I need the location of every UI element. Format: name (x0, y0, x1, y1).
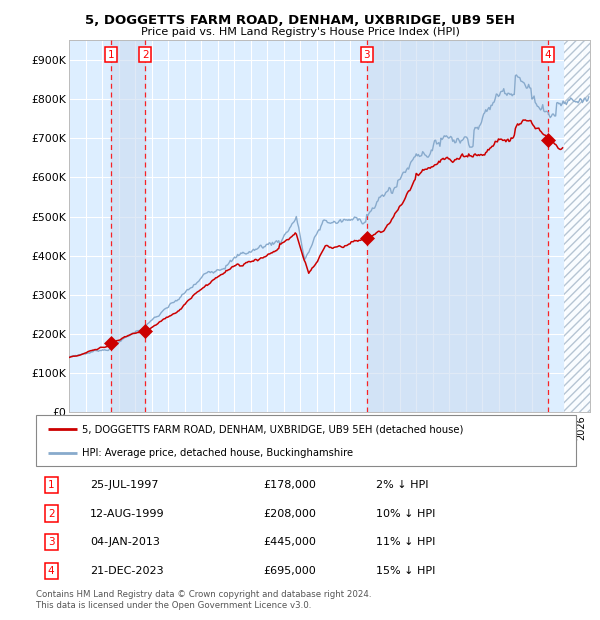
Text: 3: 3 (364, 50, 370, 60)
Text: 5, DOGGETTS FARM ROAD, DENHAM, UXBRIDGE, UB9 5EH (detached house): 5, DOGGETTS FARM ROAD, DENHAM, UXBRIDGE,… (82, 424, 463, 434)
Text: 2: 2 (142, 50, 149, 60)
Text: Price paid vs. HM Land Registry's House Price Index (HPI): Price paid vs. HM Land Registry's House … (140, 27, 460, 37)
Text: 4: 4 (545, 50, 551, 60)
Text: 25-JUL-1997: 25-JUL-1997 (90, 480, 158, 490)
Text: 10% ↓ HPI: 10% ↓ HPI (376, 508, 436, 518)
Text: £445,000: £445,000 (263, 537, 316, 547)
Text: 21-DEC-2023: 21-DEC-2023 (90, 565, 164, 576)
Text: £695,000: £695,000 (263, 565, 316, 576)
Bar (367, 40, 548, 412)
Text: 1: 1 (48, 480, 55, 490)
Text: 15% ↓ HPI: 15% ↓ HPI (376, 565, 436, 576)
Text: £178,000: £178,000 (263, 480, 316, 490)
FancyBboxPatch shape (36, 415, 576, 466)
Bar (112, 40, 145, 412)
Text: 11% ↓ HPI: 11% ↓ HPI (376, 537, 436, 547)
Bar (563, 40, 590, 412)
Text: Contains HM Land Registry data © Crown copyright and database right 2024.
This d: Contains HM Land Registry data © Crown c… (36, 590, 371, 609)
Text: 1: 1 (108, 50, 115, 60)
Text: 12-AUG-1999: 12-AUG-1999 (90, 508, 164, 518)
Text: £208,000: £208,000 (263, 508, 316, 518)
Text: 4: 4 (48, 565, 55, 576)
Text: 2% ↓ HPI: 2% ↓ HPI (376, 480, 428, 490)
Text: 2: 2 (48, 508, 55, 518)
Text: HPI: Average price, detached house, Buckinghamshire: HPI: Average price, detached house, Buck… (82, 448, 353, 458)
Text: 5, DOGGETTS FARM ROAD, DENHAM, UXBRIDGE, UB9 5EH: 5, DOGGETTS FARM ROAD, DENHAM, UXBRIDGE,… (85, 14, 515, 27)
Text: 3: 3 (48, 537, 55, 547)
Text: 04-JAN-2013: 04-JAN-2013 (90, 537, 160, 547)
